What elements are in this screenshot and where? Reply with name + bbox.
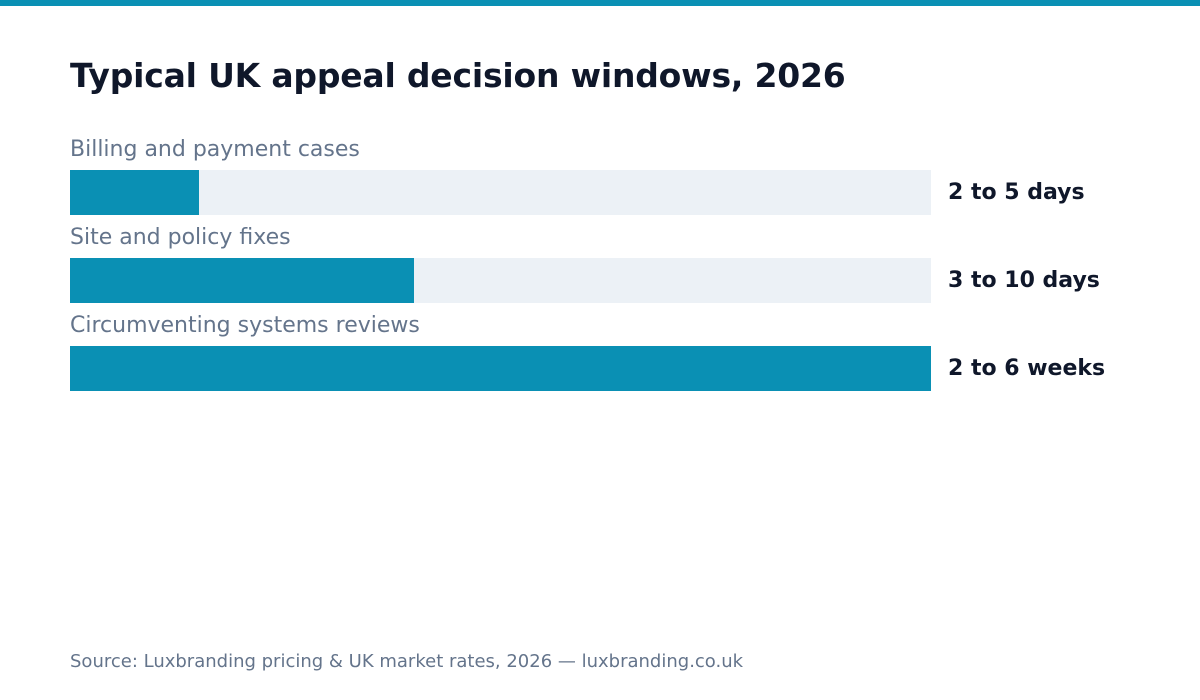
- value-label: 2 to 5 days: [948, 179, 1085, 205]
- bar: [70, 258, 414, 303]
- category-label: Site and policy fixes: [70, 225, 291, 250]
- value-label: 3 to 10 days: [948, 267, 1100, 293]
- value-label: 2 to 6 weeks: [948, 355, 1106, 381]
- bar: [70, 170, 199, 215]
- top-accent-bar: [0, 0, 1200, 6]
- category-label: Circumventing systems reviews: [70, 313, 420, 338]
- source-note: Source: Luxbranding pricing & UK market …: [70, 651, 744, 672]
- bar-track: [70, 258, 931, 303]
- category-label: Billing and payment cases: [70, 137, 360, 162]
- chart-title: Typical UK appeal decision windows, 2026: [70, 56, 846, 95]
- bar-track: [70, 346, 931, 391]
- bar: [70, 346, 931, 391]
- bar-track: [70, 170, 931, 215]
